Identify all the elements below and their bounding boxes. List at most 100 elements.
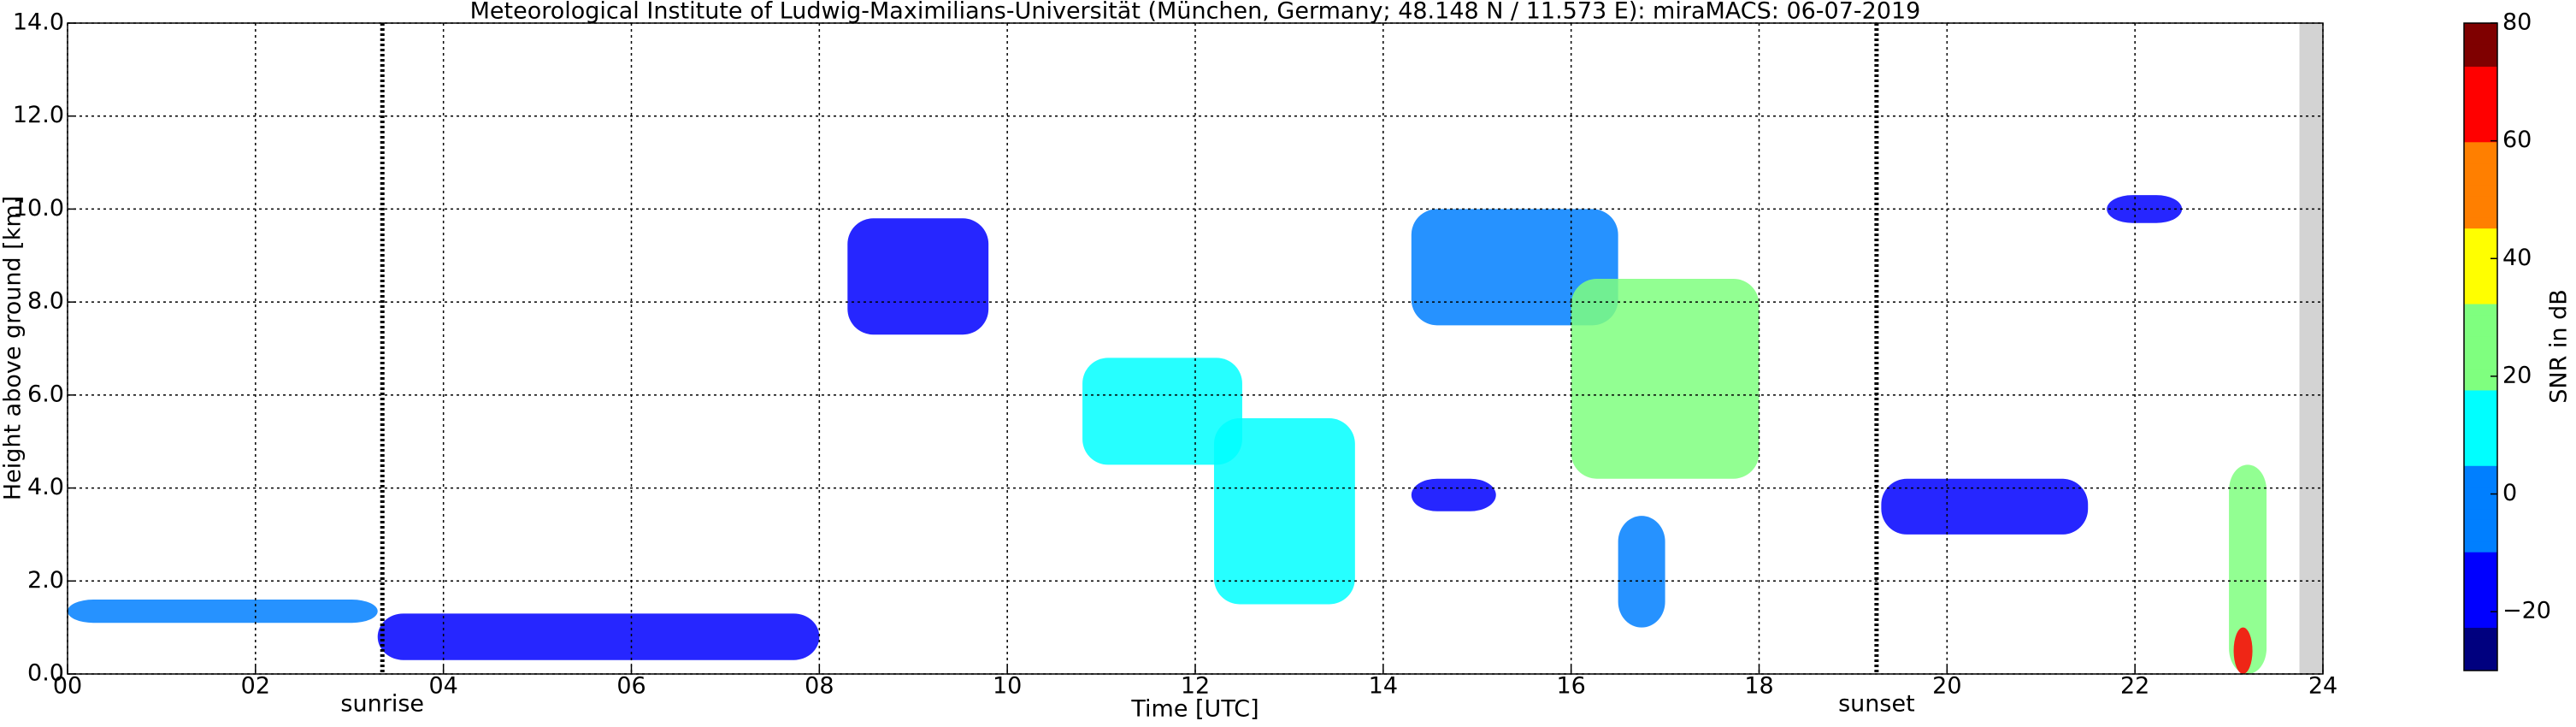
colorbar-band <box>2464 454 2497 466</box>
y-tick-label: 10.0 <box>13 195 64 222</box>
colorbar-band <box>2464 584 2497 596</box>
colorbar-band <box>2464 529 2497 542</box>
colorbar-band <box>2464 638 2497 650</box>
y-tick-label: 14.0 <box>13 9 64 36</box>
x-tick-label: 24 <box>2308 673 2337 700</box>
colorbar-band <box>2464 422 2497 434</box>
y-tick-label: 2.0 <box>27 567 64 594</box>
colorbar-band <box>2464 304 2497 316</box>
colorbar-frame <box>2463 22 2498 671</box>
colorbar-band <box>2464 44 2497 56</box>
colorbar-band <box>2464 433 2497 445</box>
colorbar-band <box>2464 109 2497 121</box>
chart-title: Meteorological Institute of Ludwig-Maxim… <box>470 0 1921 25</box>
colorbar-band <box>2464 33 2497 45</box>
colorbar-band <box>2464 293 2497 304</box>
colorbar-band <box>2464 541 2497 553</box>
x-axis-label: Time [UTC] <box>1130 696 1259 723</box>
x-tick-label: 12 <box>1181 673 1210 700</box>
colorbar-band <box>2464 487 2497 499</box>
colorbar-tick-label: 20 <box>2502 362 2532 388</box>
colorbar-band <box>2464 346 2497 358</box>
x-tick-label: 20 <box>1932 673 1961 700</box>
colorbar-band <box>2464 648 2497 660</box>
colorbar-band <box>2464 163 2497 175</box>
x-tick-label: 10 <box>993 673 1022 700</box>
colorbar-band <box>2464 627 2497 639</box>
colorbar-band <box>2464 217 2497 229</box>
annotation-label: sunset <box>1838 691 1915 718</box>
y-tick-label: 6.0 <box>27 381 64 407</box>
colorbar-band <box>2464 444 2497 456</box>
colorbar-band <box>2464 616 2497 629</box>
radar-echo <box>68 600 378 624</box>
colorbar-label: SNR in dB <box>2546 289 2573 404</box>
colorbar-tick-label: −20 <box>2502 598 2551 624</box>
colorbar-band <box>2464 519 2497 531</box>
x-tick-label: 16 <box>1556 673 1585 700</box>
y-tick-label: 0.0 <box>27 660 64 687</box>
colorbar-band <box>2464 358 2497 369</box>
y-tick-label: 12.0 <box>13 102 64 128</box>
colorbar-band <box>2464 368 2497 380</box>
colorbar-band <box>2464 271 2497 283</box>
annotation-label: sunrise <box>340 691 424 718</box>
x-tick-label: 22 <box>2120 673 2149 700</box>
colorbar-band <box>2464 281 2497 293</box>
colorbar-band <box>2464 335 2497 347</box>
colorbar-band <box>2464 249 2497 262</box>
radar-echo <box>1618 516 1665 628</box>
no-data-region <box>2299 23 2323 674</box>
colorbar-band <box>2464 465 2497 477</box>
colorbar-band <box>2464 239 2497 251</box>
radar-echo <box>1213 418 1355 605</box>
colorbar-band <box>2464 55 2497 67</box>
colorbar-tick-label: 0 <box>2502 480 2517 506</box>
colorbar-tick-label: 40 <box>2502 245 2532 271</box>
radar-echo <box>1881 478 2089 535</box>
colorbar-band <box>2464 552 2497 564</box>
colorbar-band <box>2464 206 2497 218</box>
colorbar-band <box>2464 77 2497 89</box>
x-tick-label: 04 <box>428 673 457 700</box>
colorbar-band <box>2464 120 2497 132</box>
colorbar-band <box>2464 498 2497 510</box>
y-tick-label: 8.0 <box>27 288 64 315</box>
colorbar-band <box>2464 594 2497 606</box>
colorbar-band <box>2464 314 2497 326</box>
colorbar-band <box>2464 131 2497 143</box>
radar-echo <box>1571 278 1760 479</box>
radar-echo <box>1411 478 1496 511</box>
colorbar-band <box>2464 141 2497 153</box>
colorbar-band <box>2464 98 2497 110</box>
colorbar-band <box>2464 174 2497 186</box>
x-tick-label: 14 <box>1369 673 1398 700</box>
y-tick-label: 4.0 <box>27 474 64 500</box>
x-tick-label: 08 <box>805 673 834 700</box>
colorbar-band <box>2464 228 2497 239</box>
colorbar-band <box>2464 389 2497 402</box>
colorbar-band <box>2464 400 2497 412</box>
colorbar-band <box>2464 66 2497 78</box>
colorbar-tick-label: 80 <box>2502 9 2532 36</box>
colorbar-band <box>2464 325 2497 337</box>
colorbar-band <box>2464 23 2497 35</box>
colorbar-band <box>2464 195 2497 207</box>
colorbar-band <box>2464 379 2497 391</box>
colorbar-band <box>2464 185 2497 197</box>
radar-echo <box>2233 627 2253 674</box>
colorbar-band <box>2464 411 2497 423</box>
radar-echo <box>2229 464 2267 674</box>
plot-frame <box>67 22 2324 675</box>
y-axis-label: Height above ground [km] <box>0 196 27 500</box>
colorbar-band <box>2464 606 2497 618</box>
colorbar-band <box>2464 152 2497 164</box>
colorbar-band <box>2464 260 2497 272</box>
radar-echo <box>1082 358 1242 465</box>
radar-echo <box>847 218 989 335</box>
colorbar-band <box>2464 476 2497 488</box>
x-tick-label: 02 <box>241 673 270 700</box>
colorbar-tick-label: 60 <box>2502 127 2532 153</box>
colorbar-band <box>2464 573 2497 585</box>
